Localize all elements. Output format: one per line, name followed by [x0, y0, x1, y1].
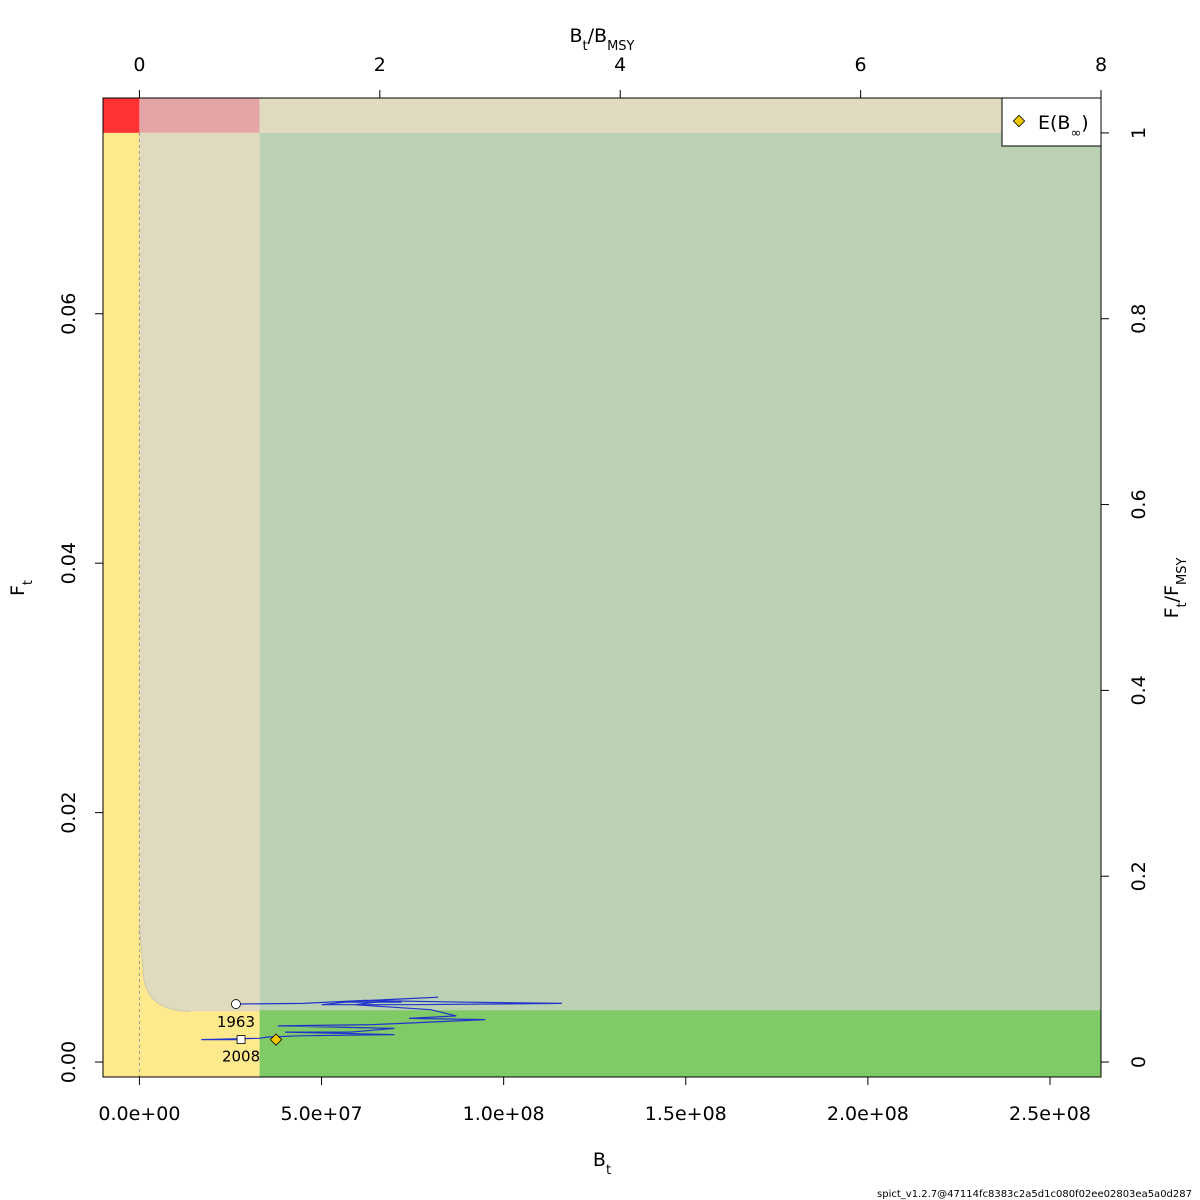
- last-year-marker: [236, 1035, 246, 1044]
- zone-light-green: [259, 132, 1101, 1077]
- equilibrium-curve: [138, 924, 191, 1012]
- y-tick-label: 0.04: [58, 542, 80, 584]
- x-tick-label: 1.5e+08: [645, 1103, 727, 1125]
- y2-tick-label: 1: [1128, 127, 1150, 139]
- top-axis-label: Bt/BMSY: [569, 25, 634, 54]
- y2-tick-label: 0.6: [1128, 489, 1150, 519]
- biomass-fishing-trajectory: [201, 996, 562, 1041]
- x2-tick-label: 8: [1095, 54, 1107, 76]
- x-tick-label: 1.0e+08: [463, 1103, 545, 1125]
- x2-tick-label: 2: [374, 54, 386, 76]
- x2-tick-label: 4: [614, 54, 626, 76]
- zone-red: [103, 98, 140, 133]
- equilibrium-curve-region: [139, 132, 260, 1012]
- x-tick-label: 5.0e+07: [281, 1103, 363, 1125]
- y2-tick-label: 0.8: [1128, 304, 1150, 334]
- y2-tick-label: 0.4: [1128, 675, 1150, 705]
- y-tick-label: 0.00: [58, 1041, 80, 1083]
- legend: E(B∞): [1001, 97, 1102, 147]
- equilibrium-marker: [269, 1033, 283, 1046]
- y2-tick-label: 0.2: [1128, 861, 1150, 891]
- y-axis-label: Ft: [7, 580, 36, 596]
- x2-tick-label: 6: [855, 54, 867, 76]
- first-year-marker: [231, 999, 241, 1009]
- y-tick-label: 0.06: [58, 293, 80, 335]
- first-year-label: 1963: [217, 1013, 255, 1031]
- footer-version: spict_v1.2.7@47114fc8383c2a5d1c080f02ee0…: [877, 1189, 1192, 1200]
- last-year-label: 2008: [222, 1048, 260, 1066]
- y2-tick-label: 0: [1128, 1056, 1150, 1068]
- zone-green: [259, 1010, 1101, 1077]
- right-axis-label: Ft/FMSY: [1161, 558, 1190, 619]
- y-tick-label: 0.02: [58, 791, 80, 833]
- legend-label: E(B∞): [1038, 112, 1089, 141]
- x2-tick-label: 0: [133, 54, 145, 76]
- zone-pink: [139, 98, 260, 133]
- x-tick-label: 2.0e+08: [827, 1103, 909, 1125]
- x-tick-label: 0.0e+00: [98, 1103, 180, 1125]
- x-tick-label: 2.5e+08: [1009, 1103, 1091, 1125]
- legend-equilibrium-marker: [1012, 114, 1026, 128]
- x-axis-label: Bt: [593, 1149, 611, 1178]
- zone-beige-top: [259, 98, 1101, 133]
